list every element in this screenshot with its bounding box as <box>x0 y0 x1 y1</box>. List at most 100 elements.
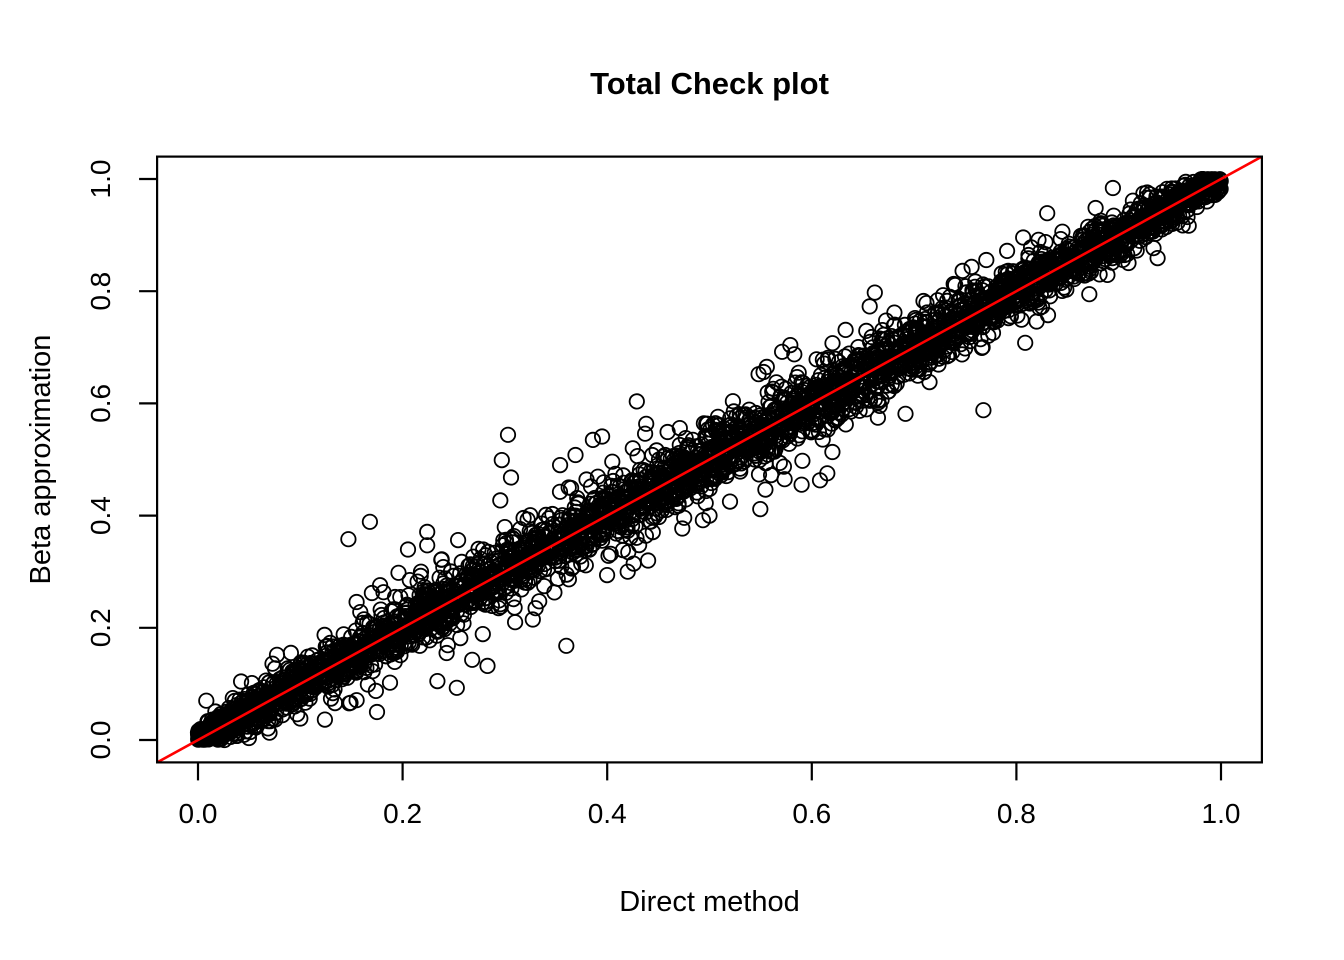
scatter-point <box>861 391 879 408</box>
scatter-point <box>540 510 558 527</box>
scatter-point <box>825 399 843 416</box>
scatter-point <box>399 541 417 558</box>
scatter-point <box>392 588 409 606</box>
scatter-point <box>1013 311 1030 328</box>
scatter-point <box>543 549 560 566</box>
scatter-point <box>552 509 569 526</box>
scatter-point <box>874 321 891 339</box>
scatter-point <box>526 529 544 547</box>
scatter-point <box>390 564 407 581</box>
scatter-point <box>316 711 333 728</box>
scatter-point <box>670 444 688 462</box>
scatter-point <box>412 563 430 580</box>
scatter-point <box>519 511 536 528</box>
scatter-point <box>756 448 773 465</box>
scatter-point <box>861 298 878 315</box>
scatter-point <box>492 492 509 509</box>
scatter-point <box>854 350 871 367</box>
scatter-point <box>551 483 569 500</box>
scatter-point <box>386 653 403 671</box>
scatter-point <box>967 273 984 290</box>
scatter-point <box>289 706 306 723</box>
scatter-point <box>1135 185 1152 202</box>
scatter-point <box>824 443 841 461</box>
scatter-point <box>747 423 765 441</box>
scatter-point <box>493 451 510 469</box>
scatter-point <box>266 660 284 677</box>
scatter-point <box>484 584 501 601</box>
scatter-point <box>758 358 775 375</box>
scatter-point <box>703 470 720 488</box>
scatter-point <box>850 338 867 356</box>
scatter-point <box>500 548 518 565</box>
scatter-point <box>465 548 482 565</box>
y-tick-label: 0.2 <box>85 608 116 647</box>
scatter-point <box>586 489 603 507</box>
y-tick-label: 0.4 <box>85 496 116 535</box>
scatter-point <box>1010 282 1027 299</box>
scatter-point <box>984 324 1002 341</box>
x-tick-label: 0.6 <box>792 798 831 829</box>
scatter-point <box>432 617 449 634</box>
scatter-point <box>584 431 602 448</box>
scatter-point <box>742 423 759 440</box>
scatter-point <box>581 540 598 558</box>
scatter-point <box>619 482 636 499</box>
scatter-point <box>676 509 693 526</box>
scatter-point <box>233 673 250 690</box>
scatter-point <box>994 300 1011 317</box>
scatter-point <box>621 504 638 521</box>
y-axis: 0.0 0.2 0.4 0.6 0.8 1.0 <box>85 160 158 759</box>
scatter-point <box>1095 248 1112 265</box>
scatter-point <box>377 623 394 640</box>
scatter-point <box>499 426 517 443</box>
plot-border <box>156 155 1264 764</box>
scatter-point <box>526 548 543 565</box>
scatter-point <box>371 577 389 594</box>
scatter-point <box>1129 200 1147 217</box>
scatter-point <box>590 500 608 518</box>
scatter-point <box>495 574 512 591</box>
scatter-point <box>673 483 691 500</box>
scatter-point <box>376 614 393 631</box>
scatter-point <box>963 305 980 322</box>
scatter-point <box>716 424 734 442</box>
scatter-point <box>400 587 417 604</box>
scatter-point <box>780 420 798 438</box>
scatter-point <box>323 649 341 666</box>
scatter-point <box>1000 309 1017 327</box>
scatter-point <box>350 633 367 650</box>
scatter-point <box>577 557 594 574</box>
scatter-point <box>348 692 365 709</box>
scatter-point <box>340 695 358 712</box>
scatter-point <box>464 651 481 668</box>
scatter-point <box>297 694 314 711</box>
scatter-point <box>435 558 452 576</box>
scatter-point <box>644 446 661 464</box>
scatter-point <box>525 569 543 586</box>
scatter-point <box>1087 251 1104 268</box>
scatter-point <box>452 629 469 647</box>
scatter-point <box>281 671 298 688</box>
scatter-point <box>417 590 435 607</box>
scatter-point <box>746 445 763 462</box>
scatter-point <box>724 393 742 410</box>
x-tick-label: 0.8 <box>997 798 1036 829</box>
scatter-point <box>975 402 992 419</box>
scatter-point <box>527 557 544 574</box>
scatter-point <box>604 453 621 470</box>
plot-title: Total Check plot <box>590 66 829 101</box>
scatter-point <box>830 368 847 385</box>
scatter-point <box>462 556 479 573</box>
scatter-point <box>341 636 358 654</box>
scatter-point <box>858 322 875 339</box>
scatter-point <box>775 458 793 475</box>
scatter-point <box>522 507 539 524</box>
scatter-point <box>1030 231 1047 248</box>
scatter-point <box>603 477 620 494</box>
scatter-point <box>904 319 922 336</box>
scatter-point <box>732 409 749 427</box>
scatter-point <box>1025 293 1042 310</box>
scatter-point <box>636 425 654 442</box>
x-tick-label: 0.0 <box>179 798 218 829</box>
